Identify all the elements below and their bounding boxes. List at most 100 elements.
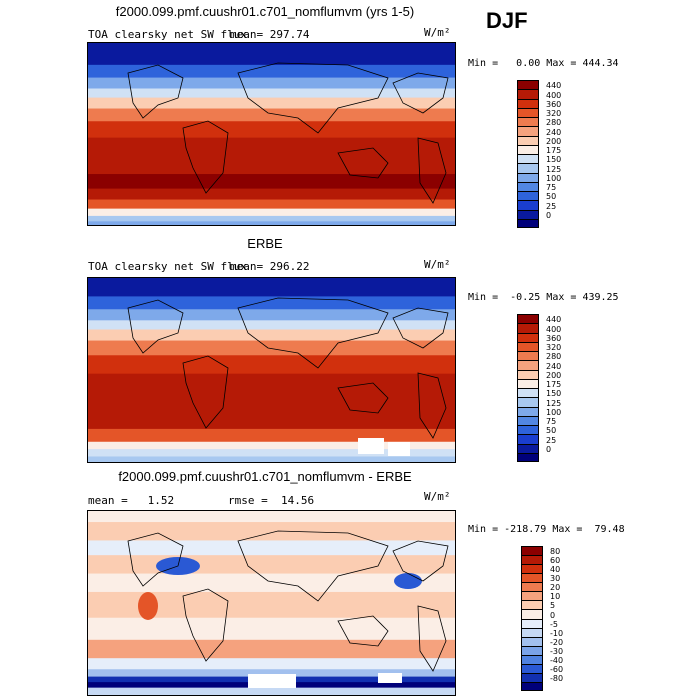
colorbar-swatch: [518, 315, 538, 325]
missing-data: [388, 442, 410, 456]
coastline: [337, 147, 389, 179]
colorbar-tick-label: 240: [546, 361, 562, 371]
season-label: DJF: [486, 8, 528, 33]
flux-band: [88, 174, 455, 190]
colorbar-swatch: [518, 127, 538, 137]
panel2-title: ERBE: [247, 236, 283, 251]
colorbar-swatch: [518, 210, 538, 220]
flux-band: [88, 669, 455, 678]
panel2-max-label: Max =: [546, 292, 577, 303]
colorbar-swatch: [522, 556, 542, 566]
panel1-max-value: 444.34: [582, 58, 619, 69]
colorbar-swatch: [518, 118, 538, 128]
panel3-colorbar: [521, 546, 543, 691]
colorbar-tick-label: 25: [546, 435, 557, 445]
panel2-mean: mean= 296.22: [230, 260, 310, 273]
panel3-rmse: rmse = 14.56: [228, 494, 314, 507]
coastline: [182, 120, 229, 194]
missing-data: [378, 673, 402, 683]
panel3-mean-value: 1.52: [147, 494, 175, 507]
colorbar-swatch: [522, 619, 542, 629]
colorbar-tick-label: 200: [546, 370, 562, 380]
colorbar-tick-label: 0: [546, 210, 552, 220]
colorbar-swatch: [518, 444, 538, 454]
colorbar-tick-label: 150: [546, 389, 562, 399]
colorbar-swatch: [522, 574, 542, 584]
flux-band: [88, 522, 455, 542]
colorbar-swatch: [518, 435, 538, 445]
panel2-map: [87, 277, 456, 463]
colorbar-tick-label: -30: [550, 646, 564, 656]
colorbar-tick-label: -80: [550, 673, 564, 683]
colorbar-swatch: [518, 453, 538, 461]
colorbar-swatch: [518, 182, 538, 192]
colorbar-tick-label: 80: [550, 547, 561, 557]
colorbar-tick-label: -40: [550, 655, 564, 665]
colorbar-tick-label: 0: [546, 444, 552, 454]
flux-band: [88, 199, 455, 210]
panel2-colorbar: [517, 314, 539, 462]
flux-band: [88, 658, 455, 671]
colorbar-tick-label: 320: [546, 343, 562, 352]
panel3-units: W/m²: [424, 490, 451, 503]
flux-band: [88, 208, 455, 217]
coastline: [127, 64, 184, 119]
colorbar-tick-label: 175: [546, 380, 562, 389]
colorbar-tick-label: 440: [546, 315, 562, 325]
panel3-colorbar-labels: 80 60 40 30 20 10 5 0 -5 -10 -20 -30 -40 -60 -80: [550, 546, 590, 691]
coastline: [182, 588, 229, 662]
colorbar-tick-label: 400: [546, 90, 562, 100]
colorbar-tick-label: 150: [546, 155, 562, 165]
flux-band: [88, 121, 455, 139]
coastline: [182, 355, 229, 429]
colorbar-swatch: [518, 342, 538, 352]
colorbar-tick-label: 100: [546, 173, 562, 183]
colorbar-swatch: [522, 601, 542, 611]
colorbar-swatch: [518, 324, 538, 334]
coastline: [337, 382, 389, 414]
colorbar-swatch: [518, 370, 538, 380]
panel3-rmse-value: 14.56: [281, 494, 315, 507]
colorbar-tick-label: -5: [550, 619, 558, 629]
colorbar-tick-label: 30: [550, 574, 561, 584]
colorbar-tick-label: 100: [546, 407, 562, 417]
colorbar-tick-label: 60: [550, 556, 561, 566]
colorbar-tick-label: 50: [546, 426, 557, 436]
flux-band: [88, 77, 455, 90]
flux-band: [88, 373, 455, 430]
colorbar-tick-label: 320: [546, 109, 562, 118]
panel2-units: W/m²: [424, 258, 451, 271]
flux-band: [88, 137, 455, 176]
flux-band: [88, 320, 455, 331]
coastline: [417, 605, 447, 672]
flux-band: [88, 456, 455, 462]
colorbar-tick-label: 25: [546, 201, 557, 211]
flux-band: [88, 108, 455, 123]
panel1-min-value: 0.00: [516, 58, 541, 69]
colorbar-swatch: [518, 407, 538, 417]
panel1-minmax: Min = 0.00 Max = 444.34: [468, 58, 619, 69]
colorbar-swatch: [522, 646, 542, 656]
panel2-min-value: -0.25: [510, 292, 541, 303]
colorbar-tick-label: 125: [546, 398, 562, 408]
panel3-mean-label: mean =: [88, 494, 128, 507]
coastline: [417, 372, 447, 439]
colorbar-tick-label: 5: [550, 601, 556, 611]
panel2-max-value: 439.25: [582, 292, 619, 303]
colorbar-tick-label: 0: [550, 610, 556, 620]
coastline: [237, 530, 389, 602]
colorbar-swatch: [518, 99, 538, 109]
colorbar-tick-label: 75: [546, 183, 557, 192]
panel1-min-label: Min =: [468, 58, 499, 69]
flux-band: [88, 215, 455, 223]
flux-band: [88, 511, 455, 524]
colorbar-swatch: [522, 583, 542, 593]
colorbar-tick-label: 240: [546, 127, 562, 137]
flux-band: [88, 441, 455, 451]
panel2-minmax: Min = -0.25 Max = 439.25: [468, 292, 619, 303]
colorbar-tick-label: 280: [546, 118, 562, 128]
coastline: [417, 137, 447, 204]
panel2-map-field: [88, 278, 455, 462]
colorbar-swatch: [518, 201, 538, 211]
panel3-title: f2000.099.pmf.cuushr01.c701_nomflumvm - …: [118, 469, 412, 484]
